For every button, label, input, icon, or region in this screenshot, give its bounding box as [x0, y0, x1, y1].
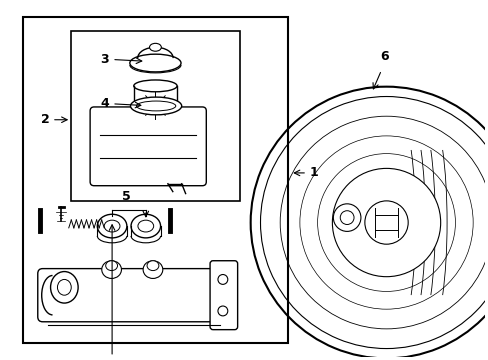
Ellipse shape	[134, 120, 177, 131]
Circle shape	[218, 306, 227, 316]
Ellipse shape	[102, 261, 121, 278]
Text: 2: 2	[41, 113, 49, 126]
Ellipse shape	[58, 279, 71, 295]
Text: 6: 6	[380, 50, 388, 63]
FancyBboxPatch shape	[210, 261, 237, 330]
Text: 3: 3	[100, 53, 108, 66]
Ellipse shape	[50, 271, 78, 303]
Circle shape	[218, 275, 227, 284]
Ellipse shape	[136, 101, 175, 111]
Bar	[71, 31, 239, 201]
Circle shape	[364, 201, 407, 244]
Circle shape	[340, 211, 353, 225]
Ellipse shape	[97, 214, 126, 238]
Ellipse shape	[105, 261, 117, 271]
Ellipse shape	[131, 214, 160, 238]
Text: 4: 4	[100, 97, 108, 110]
Ellipse shape	[104, 220, 120, 232]
Text: 5: 5	[122, 190, 131, 203]
Ellipse shape	[149, 43, 161, 51]
Ellipse shape	[143, 261, 163, 278]
FancyBboxPatch shape	[38, 269, 229, 322]
Ellipse shape	[147, 261, 159, 271]
Ellipse shape	[138, 220, 153, 232]
Ellipse shape	[134, 80, 177, 92]
Text: 1: 1	[309, 166, 318, 179]
FancyBboxPatch shape	[90, 107, 206, 186]
Circle shape	[333, 204, 360, 231]
Ellipse shape	[130, 97, 182, 115]
Ellipse shape	[130, 54, 181, 72]
Bar	[23, 17, 287, 343]
Circle shape	[332, 168, 440, 277]
